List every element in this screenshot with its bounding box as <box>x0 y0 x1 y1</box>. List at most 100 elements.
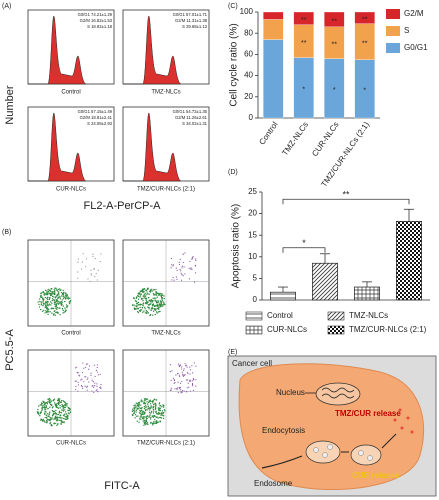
dot <box>142 304 144 307</box>
dot <box>150 410 153 413</box>
dot <box>48 289 51 291</box>
dot <box>191 383 194 386</box>
dot <box>140 409 143 411</box>
dot <box>163 409 166 411</box>
dot <box>83 380 85 383</box>
dot <box>149 418 152 420</box>
dot <box>56 414 58 416</box>
dot <box>144 406 147 408</box>
dot <box>48 419 50 421</box>
dot <box>154 422 156 425</box>
dot <box>81 378 83 380</box>
dot <box>47 290 50 293</box>
dot <box>189 366 191 368</box>
dot <box>65 298 67 300</box>
dot <box>159 416 161 419</box>
dot <box>58 410 61 413</box>
dot <box>157 304 159 307</box>
dot <box>147 423 149 426</box>
dot <box>164 410 166 412</box>
dot <box>63 417 65 420</box>
dot <box>143 413 146 415</box>
dot <box>47 415 49 417</box>
dot <box>149 403 152 405</box>
dot <box>182 375 185 377</box>
dot <box>56 404 58 407</box>
dot <box>49 398 51 400</box>
dot <box>162 404 164 407</box>
dot <box>170 257 173 260</box>
dot <box>163 297 165 300</box>
dot <box>67 415 69 417</box>
stat-text: G2/M 11.31±1.38 <box>175 18 208 23</box>
dot <box>81 261 83 263</box>
dot <box>153 398 156 401</box>
dot <box>195 259 197 262</box>
dot <box>143 407 146 410</box>
dot <box>43 292 46 294</box>
dot <box>144 420 147 422</box>
dot <box>65 293 67 296</box>
stat-text: S 24.08±2.93 <box>87 121 113 126</box>
dot <box>182 261 184 264</box>
dot <box>49 297 51 299</box>
dot <box>60 399 63 402</box>
dot <box>191 385 194 387</box>
dot <box>44 416 46 419</box>
dot <box>134 308 136 311</box>
dot <box>152 412 155 414</box>
nucleus <box>315 382 361 406</box>
dot <box>94 385 96 387</box>
dot <box>135 297 138 299</box>
dot <box>140 414 142 416</box>
dot <box>44 303 46 305</box>
dot <box>185 365 187 367</box>
dot <box>189 369 192 371</box>
dot <box>61 417 63 419</box>
dot <box>135 402 137 404</box>
dot <box>42 297 44 300</box>
dot <box>77 384 79 386</box>
dot <box>99 261 101 263</box>
dot <box>43 294 46 296</box>
dot <box>59 414 62 416</box>
dot <box>99 386 101 389</box>
dot <box>77 371 79 374</box>
dot <box>136 305 138 308</box>
dot <box>139 306 141 309</box>
dot <box>152 400 154 402</box>
dot <box>133 307 135 309</box>
dot <box>80 385 83 387</box>
significance: * <box>363 88 366 95</box>
dot <box>179 387 181 389</box>
dot <box>56 417 58 419</box>
dot <box>157 292 160 295</box>
dot <box>142 291 144 293</box>
dot <box>56 290 59 292</box>
dot <box>136 415 138 417</box>
dot <box>148 411 151 414</box>
dot <box>150 412 152 414</box>
x-tick-label: CUR-NLCs <box>310 120 340 158</box>
dot <box>163 415 165 417</box>
dot <box>86 378 88 380</box>
dot <box>181 274 183 276</box>
dot <box>143 424 145 426</box>
dot <box>56 311 58 313</box>
stat-text: G2/M 18.81±2.41 <box>80 115 113 120</box>
dot <box>90 374 92 376</box>
dot <box>150 299 153 301</box>
dot <box>59 296 61 298</box>
dot <box>64 297 67 299</box>
stat-text: G2/M 11.26±2.61 <box>175 115 208 120</box>
dot <box>85 266 87 268</box>
dot <box>96 371 99 373</box>
dot <box>51 298 54 300</box>
dot <box>63 415 66 417</box>
dot <box>60 304 63 306</box>
significance: ** <box>362 17 368 24</box>
dot <box>95 369 98 371</box>
dot <box>38 303 40 306</box>
legend-label: TMZ/CUR-NLCs (2:1) <box>349 325 427 334</box>
plot-label: CUR-NLCs <box>56 187 86 193</box>
